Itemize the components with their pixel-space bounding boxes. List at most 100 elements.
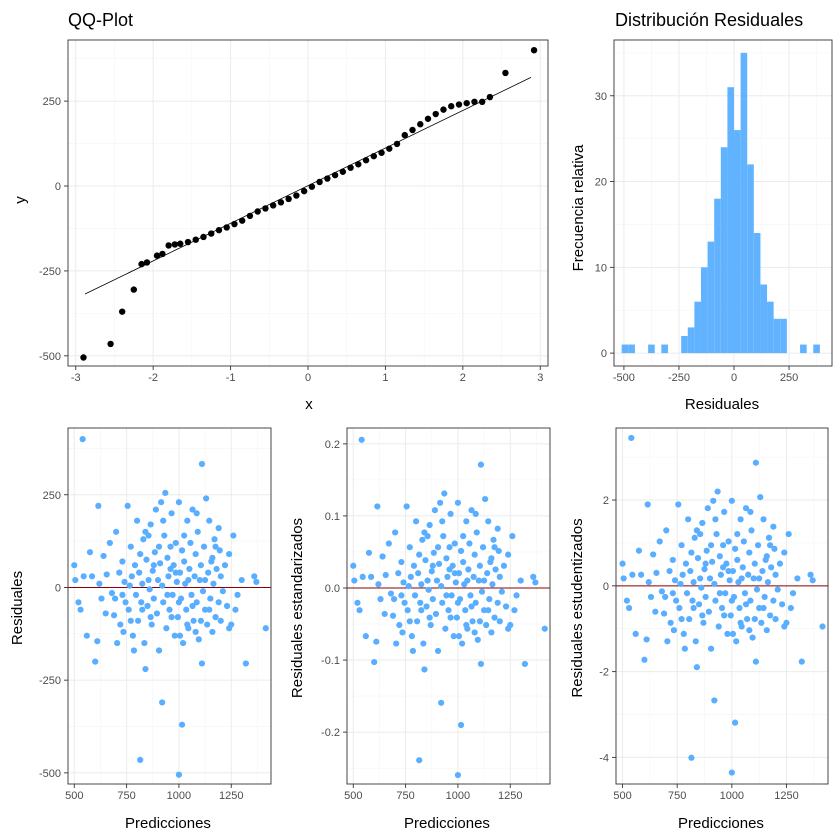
stud-point [763, 627, 770, 634]
resid-point [122, 599, 129, 606]
qq-point [143, 259, 151, 266]
std-point [498, 588, 505, 595]
stud-point [725, 538, 732, 545]
qq-panel-border [67, 39, 549, 367]
std-point [431, 507, 438, 514]
std-point [521, 660, 528, 668]
stud-point [744, 616, 751, 623]
std-point [476, 562, 483, 569]
qq-x-tick-label: -1 [226, 372, 236, 384]
stud-point [758, 619, 765, 626]
stud-point [692, 638, 699, 645]
resid-point [108, 589, 116, 597]
stud-point [721, 612, 728, 619]
histogram-bar [813, 344, 820, 354]
std-point [362, 633, 369, 640]
resid-point [226, 625, 233, 632]
resid-point [129, 632, 136, 639]
std-point [457, 721, 465, 729]
std-point [434, 647, 442, 655]
histogram-bar [714, 198, 721, 354]
stud-point [662, 593, 669, 601]
stud-point [638, 571, 645, 578]
stud-point [746, 627, 753, 634]
histogram-bar [720, 147, 728, 354]
std-point [382, 571, 389, 579]
hist-x-tick-label: 250 [780, 372, 798, 384]
std-point [426, 614, 433, 621]
resid-point [153, 610, 161, 617]
std-x-tick-label: 1000 [446, 790, 470, 802]
stud-point [716, 553, 723, 560]
qq-point [424, 115, 432, 122]
std-point [425, 586, 432, 593]
stud-point [702, 560, 709, 567]
resid-point [189, 602, 196, 610]
resid-y-tick-label: -500 [39, 768, 61, 780]
stud-point [690, 604, 697, 612]
qq-point [409, 126, 416, 134]
studentized-y-axis-title: Residuales estudentizados [569, 518, 586, 697]
resid-x-tick-label: 1250 [219, 790, 243, 802]
std-point [415, 570, 422, 577]
resid-point [190, 617, 197, 624]
resid-point [171, 632, 178, 639]
std-point [399, 629, 406, 636]
std-point [416, 551, 423, 558]
resid-point [116, 569, 123, 576]
histogram-bar [773, 318, 781, 354]
resid-point [96, 580, 103, 587]
std-point [404, 607, 411, 614]
stud-point [715, 623, 722, 630]
standardized-residuals-panel: Predicciones Residuales estandarizados 5… [289, 427, 551, 832]
std-point [452, 579, 459, 586]
stud-point [736, 604, 743, 612]
qq-point [192, 236, 199, 243]
histogram-bar [621, 344, 629, 354]
std-point [443, 592, 450, 599]
qq-x-axis-title: x [305, 396, 313, 413]
resid-point [212, 614, 219, 621]
stud-point [794, 575, 801, 582]
resid-point [197, 617, 204, 624]
stud-point [807, 571, 814, 578]
qq-point [324, 175, 331, 182]
resid-x-tick-label: 500 [65, 790, 83, 802]
resid-point [98, 595, 105, 602]
std-point [502, 603, 510, 610]
hist-y-tick-label: 20 [595, 177, 607, 189]
resid-point [164, 554, 171, 561]
stud-point [737, 619, 744, 626]
std-point [412, 518, 420, 525]
histogram-bar [700, 267, 708, 354]
qq-x-tick-label: 1 [382, 372, 388, 384]
stud-point [669, 556, 676, 564]
qq-point [130, 286, 138, 293]
resid-point [120, 628, 127, 636]
std-point [509, 533, 516, 540]
stud-point [709, 558, 716, 565]
stud-point [781, 549, 788, 556]
resid-point [178, 721, 186, 728]
stud-point [740, 538, 747, 545]
std-point [354, 599, 361, 606]
resid-panel-border [67, 427, 272, 785]
resid-point [95, 502, 102, 509]
std-point [490, 536, 497, 543]
qq-point [386, 145, 393, 152]
stud-point [666, 567, 673, 575]
stud-y-tick-label: -2 [599, 667, 609, 679]
resid-point [215, 525, 222, 532]
stud-point [741, 590, 749, 597]
resid-point [147, 521, 154, 528]
resid-point [80, 573, 87, 580]
histogram-bar [747, 164, 754, 354]
resid-point [191, 573, 198, 580]
qq-point [378, 149, 385, 156]
resid-point [106, 539, 113, 547]
resid-point [156, 560, 164, 567]
qq-plot-panel: QQ-Plot x y -3 -2 -1 0 1 2 3 -500 -250 0 250 [12, 10, 549, 413]
stud-point [761, 593, 768, 601]
stud-x-tick-label: 1250 [774, 790, 798, 802]
resid-point [154, 576, 162, 584]
